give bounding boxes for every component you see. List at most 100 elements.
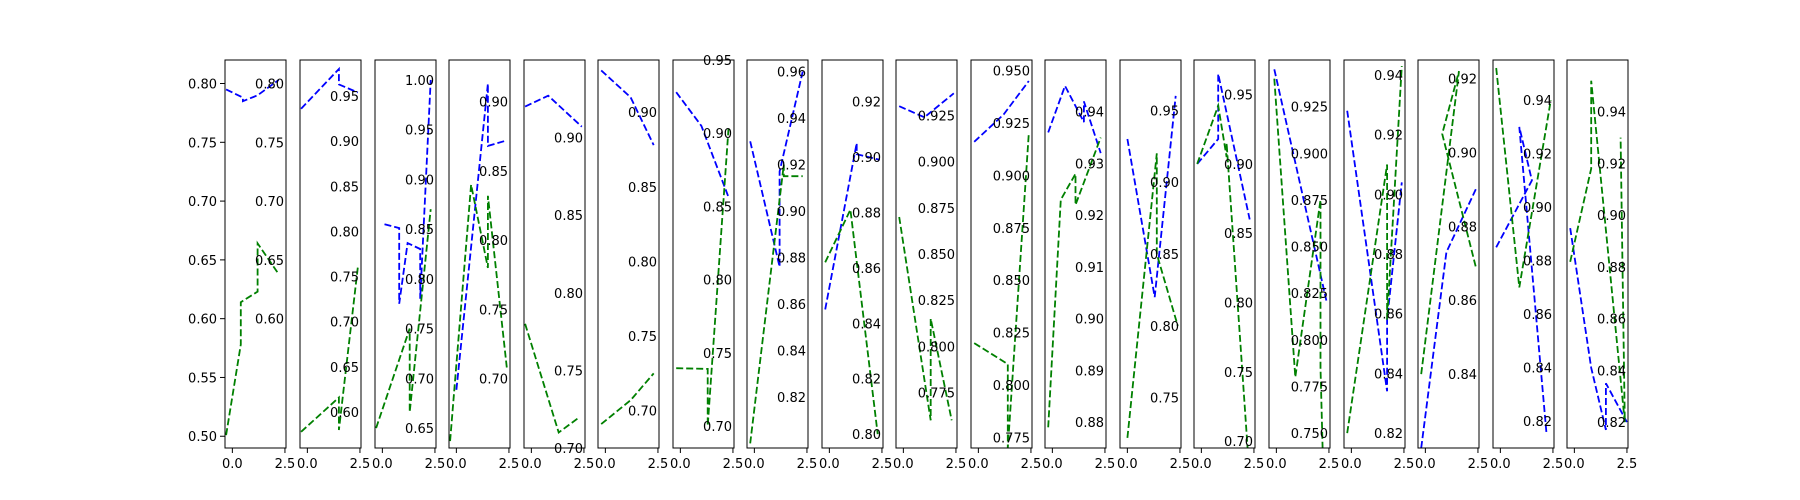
series-line-1 [1126,95,1177,298]
y-tick-label: 0.80 [479,234,508,249]
y-tick-label: 0.70 [1224,435,1253,450]
series-line-1 [455,83,508,390]
y-tick-label: 0.84 [852,317,881,332]
axes-frame [224,59,287,449]
series-line-2 [524,323,581,434]
x-tick-label: 2.5 [648,457,669,472]
subplot-9: 0.0 2.5 0.80 0.82 0.84 0.86 0.88 0.90 0.92 [819,59,892,472]
axes-frame [1417,59,1480,449]
axes-frame [299,59,362,449]
series-line-1 [898,92,955,119]
x-tick-label: 0.0 [968,457,989,472]
y-tick-label: 0.90 [405,173,434,188]
y-tick-label: 0.94 [1075,106,1104,121]
y-tick-label: 0.86 [1523,308,1552,323]
y-tick-label: 0.84 [1448,368,1477,383]
y-tick-label: 0.82 [1374,427,1403,442]
y-tick-label: 0.95 [703,54,732,69]
series-line-1 [384,79,432,304]
x-tick-label: 2.5 [946,457,967,472]
series-line-1 [1495,126,1548,435]
y-tick-label: 0.65 [330,361,359,376]
y-tick-label: 0.85 [330,180,359,195]
y-tick-label: 0.75 [330,271,359,286]
y-tick-label: 0.86 [1448,294,1477,309]
series-line-1 [1346,110,1403,392]
x-tick-label: 0.0 [1490,457,1511,472]
y-tick-label: 0.82 [1523,415,1552,430]
y-tick-label: 0.94 [777,112,806,127]
x-tick-label: 2.5 [1319,457,1340,472]
x-tick-label: 2.5 [425,457,446,472]
y-tick-label: 0.80 [188,78,217,93]
series-line-2 [1569,80,1626,423]
series-line-2 [1126,153,1179,438]
x-tick-label: 2.5 [1244,457,1265,472]
y-tick-label: 0.91 [1075,261,1104,276]
y-tick-label: 0.775 [918,387,955,402]
y-tick-label: 0.84 [1374,367,1403,382]
y-tick-label: 0.90 [479,96,508,111]
y-tick-label: 0.775 [993,432,1030,447]
y-tick-label: 0.60 [188,313,217,328]
y-tick-label: 0.85 [1224,227,1253,242]
y-tick-label: 0.65 [405,422,434,437]
series-line-2 [375,209,432,429]
axes-frame [1343,59,1406,449]
y-tick-label: 0.94 [1374,69,1403,84]
y-tick-label: 0.65 [255,254,284,269]
y-tick-label: 0.84 [1523,362,1552,377]
y-tick-label: 0.90 [1374,188,1403,203]
y-tick-label: 0.825 [918,294,955,309]
y-tick-label: 0.90 [554,132,583,147]
x-tick-label: 2.5 [797,457,818,472]
y-tick-label: 0.94 [1523,94,1552,109]
y-tick-label: 0.90 [1597,209,1626,224]
y-tick-label: 0.90 [777,205,806,220]
y-tick-label: 0.95 [405,124,434,139]
series-line-1 [1047,83,1102,154]
axes-frame [448,59,511,449]
subplot-19: 0.0 2.5 0.82 0.84 0.86 0.88 0.90 0.92 0.94 [1564,59,1638,472]
subplot-5: 0.0 2.50.70 0.75 0.80 0.85 0.90 [521,59,595,472]
axes-frame [746,59,809,449]
y-tick-label: 0.85 [479,165,508,180]
subplot-1: 0.0 2.5 0.50 0.55 0.60 0.65 0.70 0.75 0.80 0.60 0.… [188,59,296,472]
series-line-2 [1495,67,1552,288]
y-tick-label: 0.92 [777,159,806,174]
y-tick-label: 0.900 [918,156,955,171]
series-line-1 [524,94,583,128]
x-tick-label: 0.0 [1266,457,1287,472]
y-tick-label: 0.92 [1374,129,1403,144]
x-tick-label: 0.0 [521,457,542,472]
y-tick-label: 0.85 [628,181,657,196]
y-tick-label: 0.60 [330,406,359,421]
x-tick-label: 0.0 [595,457,616,472]
axes-frame [970,59,1033,449]
x-tick-label: 0.0 [446,457,467,472]
y-tick-label: 0.875 [1291,194,1328,209]
y-tick-label: 0.82 [777,391,806,406]
x-tick-label: 2.5 [1468,457,1489,472]
axes-frame [374,59,437,449]
y-tick-label: 0.850 [1291,241,1328,256]
series-line-1 [1273,69,1328,303]
y-tick-label: 0.90 [330,135,359,150]
y-tick-label: 0.70 [330,316,359,331]
y-tick-label: 0.70 [255,195,284,210]
y-tick-label: 0.775 [1291,380,1328,395]
y-tick-label: 0.80 [1150,320,1179,335]
series-line-2 [225,240,280,436]
series-line-2 [449,184,508,442]
x-tick-label: 0.0 [819,457,840,472]
y-tick-label: 0.90 [1150,176,1179,191]
x-tick-label: 0.0 [1191,457,1212,472]
x-tick-label: 2.5 [1617,457,1638,472]
y-tick-label: 1.00 [405,74,434,89]
y-tick-label: 0.92 [1597,157,1626,172]
x-tick-label: 0.0 [1341,457,1362,472]
x-tick-label: 2.5 [574,457,595,472]
y-tick-label: 0.86 [777,298,806,313]
x-tick-label: 2.5 [275,457,296,472]
